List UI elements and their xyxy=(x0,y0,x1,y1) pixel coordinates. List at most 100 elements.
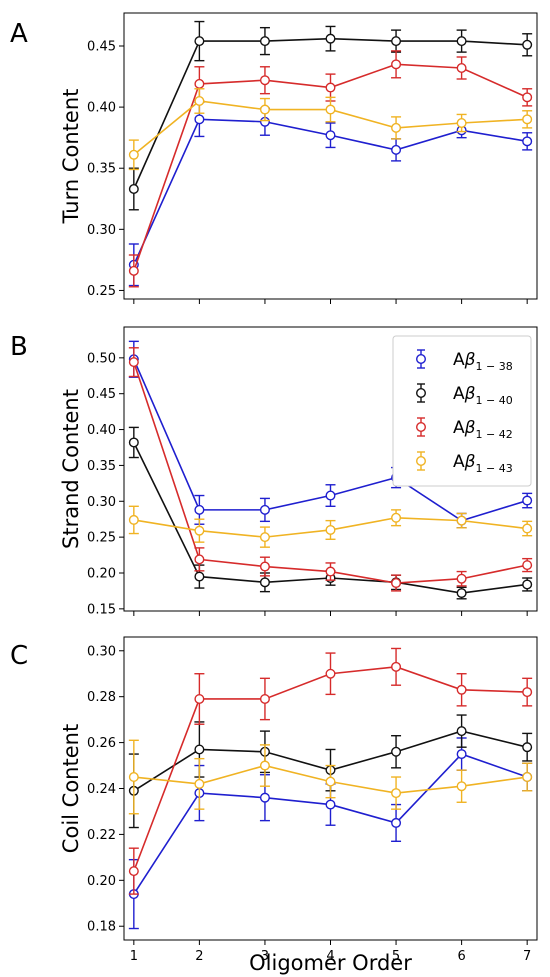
data-point xyxy=(325,104,336,115)
data-point xyxy=(325,524,336,535)
legend-box xyxy=(392,335,532,487)
y-axis-label: Turn Content xyxy=(59,89,83,225)
x-axis-label: Oligomer Order xyxy=(249,951,412,975)
data-point xyxy=(456,63,467,74)
y-tick-label: 0.22 xyxy=(87,828,116,843)
data-point xyxy=(259,75,270,86)
data-point xyxy=(522,495,533,506)
series-abeta1-42 xyxy=(128,347,533,592)
data-point xyxy=(456,684,467,695)
data-point xyxy=(259,693,270,704)
y-tick-label: 0.25 xyxy=(87,531,116,546)
legend-marker xyxy=(416,354,427,365)
data-point xyxy=(128,183,139,194)
y-tick-label: 0.28 xyxy=(87,690,116,705)
data-point xyxy=(194,693,205,704)
x-tick-label: 5 xyxy=(392,949,400,964)
y-tick-label: 0.20 xyxy=(87,566,116,581)
data-point xyxy=(456,781,467,792)
data-point xyxy=(391,36,402,47)
data-point xyxy=(194,36,205,47)
data-point xyxy=(522,92,533,103)
x-tick-label: 1 xyxy=(130,949,138,964)
y-tick-label: 0.30 xyxy=(87,495,116,510)
data-point xyxy=(259,504,270,515)
data-point xyxy=(522,687,533,698)
data-point xyxy=(522,579,533,590)
data-point xyxy=(391,59,402,70)
data-point xyxy=(391,817,402,828)
plot-frame xyxy=(123,636,538,941)
series-abeta1-43 xyxy=(128,505,533,548)
data-point xyxy=(391,144,402,155)
data-point xyxy=(194,525,205,536)
data-point xyxy=(456,726,467,737)
y-tick-label: 0.18 xyxy=(87,920,116,935)
data-point xyxy=(325,490,336,501)
data-point xyxy=(391,788,402,799)
y-tick-label: 0.30 xyxy=(87,223,116,238)
data-point xyxy=(194,504,205,515)
data-point xyxy=(194,778,205,789)
plot-frame xyxy=(123,326,538,612)
data-point xyxy=(259,577,270,588)
series-abeta1-42 xyxy=(128,50,533,288)
y-axis-label: Strand Content xyxy=(59,389,83,549)
data-point xyxy=(391,661,402,672)
panel-letter-a: A xyxy=(10,19,28,49)
data-point xyxy=(259,36,270,47)
legend-label: Aβ1 − 40 xyxy=(453,384,513,407)
data-point xyxy=(456,588,467,599)
data-point xyxy=(194,571,205,582)
data-point xyxy=(391,746,402,757)
y-tick-label: 0.25 xyxy=(87,284,116,299)
data-point xyxy=(194,744,205,755)
y-tick-label: 0.40 xyxy=(87,423,116,438)
data-point xyxy=(128,772,139,783)
data-point xyxy=(325,130,336,141)
panel-b: B 0.15 0.20 0.25 0.30 0.35 0.40 0.45 0.50 Strand … xyxy=(10,326,538,617)
data-point xyxy=(522,772,533,783)
x-tick-label: 6 xyxy=(457,949,465,964)
y-tick-label: 0.20 xyxy=(87,874,116,889)
legend-marker xyxy=(416,456,427,467)
data-point xyxy=(391,122,402,133)
data-point xyxy=(128,514,139,525)
y-tick-label: 0.45 xyxy=(87,40,116,55)
legend-label: Aβ1 − 42 xyxy=(453,418,513,441)
legend-label: Aβ1 − 43 xyxy=(453,452,513,475)
data-point xyxy=(522,136,533,147)
data-point xyxy=(325,33,336,44)
y-tick-label: 0.15 xyxy=(87,602,116,617)
data-point xyxy=(325,776,336,787)
data-point xyxy=(128,357,139,368)
data-point xyxy=(456,573,467,584)
data-point xyxy=(522,523,533,534)
panel-letter-c: C xyxy=(10,641,28,671)
data-point xyxy=(325,82,336,93)
data-point xyxy=(325,799,336,810)
panel-letter-b: B xyxy=(10,332,28,362)
data-point xyxy=(522,39,533,50)
series-abeta1-40 xyxy=(128,20,533,211)
data-point xyxy=(128,149,139,160)
panel-a: A 0.25 0.30 0.35 0.40 0.45 Turn Content xyxy=(10,12,538,304)
data-point xyxy=(259,760,270,771)
data-point xyxy=(194,95,205,106)
legend-marker xyxy=(416,422,427,433)
y-tick-label: 0.50 xyxy=(87,351,116,366)
x-tick-label: 2 xyxy=(195,949,203,964)
data-point xyxy=(259,561,270,572)
y-tick-label: 0.35 xyxy=(87,459,116,474)
series-abeta1-38 xyxy=(128,101,533,287)
series-abeta1-43 xyxy=(128,739,533,815)
data-point xyxy=(128,265,139,276)
series-abeta1-43 xyxy=(128,88,533,171)
legend: Aβ1 − 38 Aβ1 − 40 Aβ1 − 42 Aβ1 − 43 xyxy=(392,335,532,487)
data-point xyxy=(194,78,205,89)
data-point xyxy=(456,749,467,760)
data-point xyxy=(391,578,402,589)
data-point xyxy=(259,532,270,543)
data-point xyxy=(522,114,533,125)
data-point xyxy=(128,437,139,448)
